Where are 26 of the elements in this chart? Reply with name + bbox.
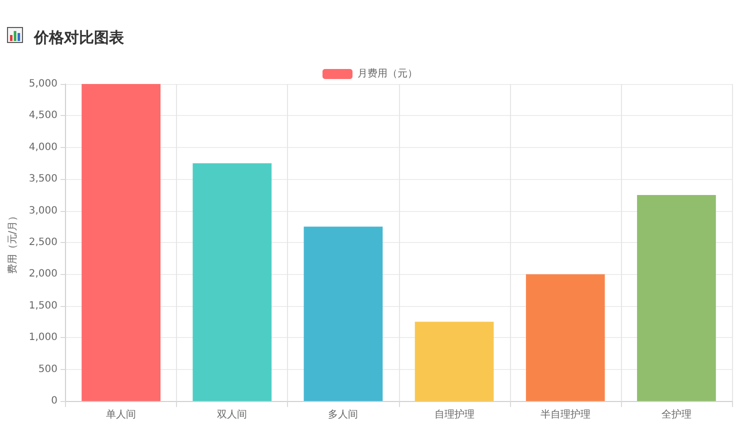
y-tick-label: 1,500 [28, 300, 58, 312]
y-tick-label: 1,000 [28, 332, 58, 344]
x-tick-label: 半自理护理 [540, 408, 590, 420]
bar [414, 322, 494, 401]
y-tick-label: 2,000 [28, 268, 58, 280]
x-tick-label: 双人间 [217, 408, 248, 420]
x-tick-label: 全护理 [661, 408, 692, 420]
y-tick-label: 0 [51, 396, 58, 406]
x-tick-label: 多人间 [328, 408, 358, 420]
y-axis-title: 费用（元/月） [6, 210, 18, 274]
y-tick-label: 3,000 [28, 205, 58, 216]
y-tick-label: 2,500 [28, 237, 58, 248]
y-tick-label: 3,500 [28, 174, 58, 185]
bar [526, 274, 605, 401]
x-tick-label: 单人间 [106, 408, 136, 420]
chart-title: 价格对比图表 [33, 28, 125, 46]
bar [304, 226, 383, 401]
y-tick-label: 5,000 [28, 78, 58, 90]
bar [82, 84, 160, 401]
legend-label: 月费用（元） [358, 68, 418, 80]
x-tick-label: 自理护理 [434, 408, 474, 420]
y-tick-label: 500 [38, 364, 58, 375]
y-tick-label: 4,000 [28, 142, 58, 153]
bar [192, 163, 272, 401]
bar [637, 194, 716, 401]
y-tick-label: 4,500 [28, 110, 58, 122]
